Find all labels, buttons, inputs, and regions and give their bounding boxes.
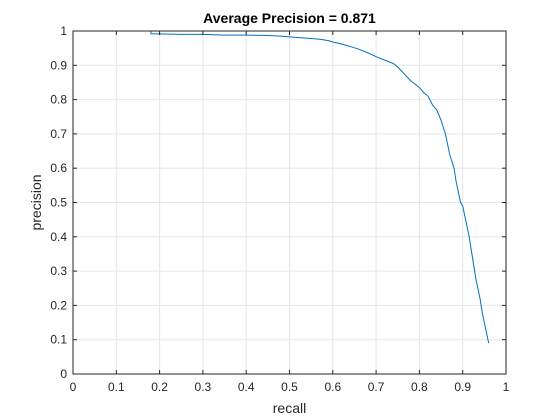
- y-tick-label: 0.5: [50, 196, 67, 210]
- x-tick-label: 0.3: [195, 380, 212, 394]
- y-tick-label: 0.7: [50, 127, 67, 141]
- y-axis-ticks: 0 0.1 0.2 0.3 0.4 0.5 0.6 0.7 0.8 0.9 1: [50, 24, 506, 381]
- y-tick-label: 1: [60, 24, 67, 38]
- y-tick-label: 0.1: [50, 333, 67, 347]
- y-tick-label: 0.4: [50, 230, 67, 244]
- x-tick-label: 1: [503, 380, 510, 394]
- chart-title: Average Precision = 0.871: [203, 10, 376, 26]
- pr-curve-line: [73, 30, 490, 344]
- x-tick-label: 0.1: [108, 380, 125, 394]
- y-tick-label: 0.6: [50, 161, 67, 175]
- y-tick-label: 0.9: [50, 58, 67, 72]
- y-tick-label: 0.3: [50, 264, 67, 278]
- x-tick-label: 0.4: [238, 380, 255, 394]
- x-axis-ticks: 0 0.1 0.2 0.3 0.4 0.5 0.6 0.7 0.8 0.9 1: [70, 31, 510, 394]
- x-tick-label: 0.5: [281, 380, 298, 394]
- y-tick-label: 0.8: [50, 93, 67, 107]
- y-tick-label: 0.2: [50, 298, 67, 312]
- y-axis-label: precision: [28, 174, 44, 230]
- y-tick-label: 0: [60, 367, 67, 381]
- x-tick-label: 0.2: [151, 380, 168, 394]
- x-tick-label: 0: [70, 380, 77, 394]
- x-axis-label: recall: [273, 400, 306, 416]
- x-tick-label: 0.8: [411, 380, 428, 394]
- series-layer: [73, 30, 490, 344]
- x-tick-label: 0.7: [368, 380, 385, 394]
- x-tick-label: 0.6: [324, 380, 341, 394]
- x-tick-label: 0.9: [454, 380, 471, 394]
